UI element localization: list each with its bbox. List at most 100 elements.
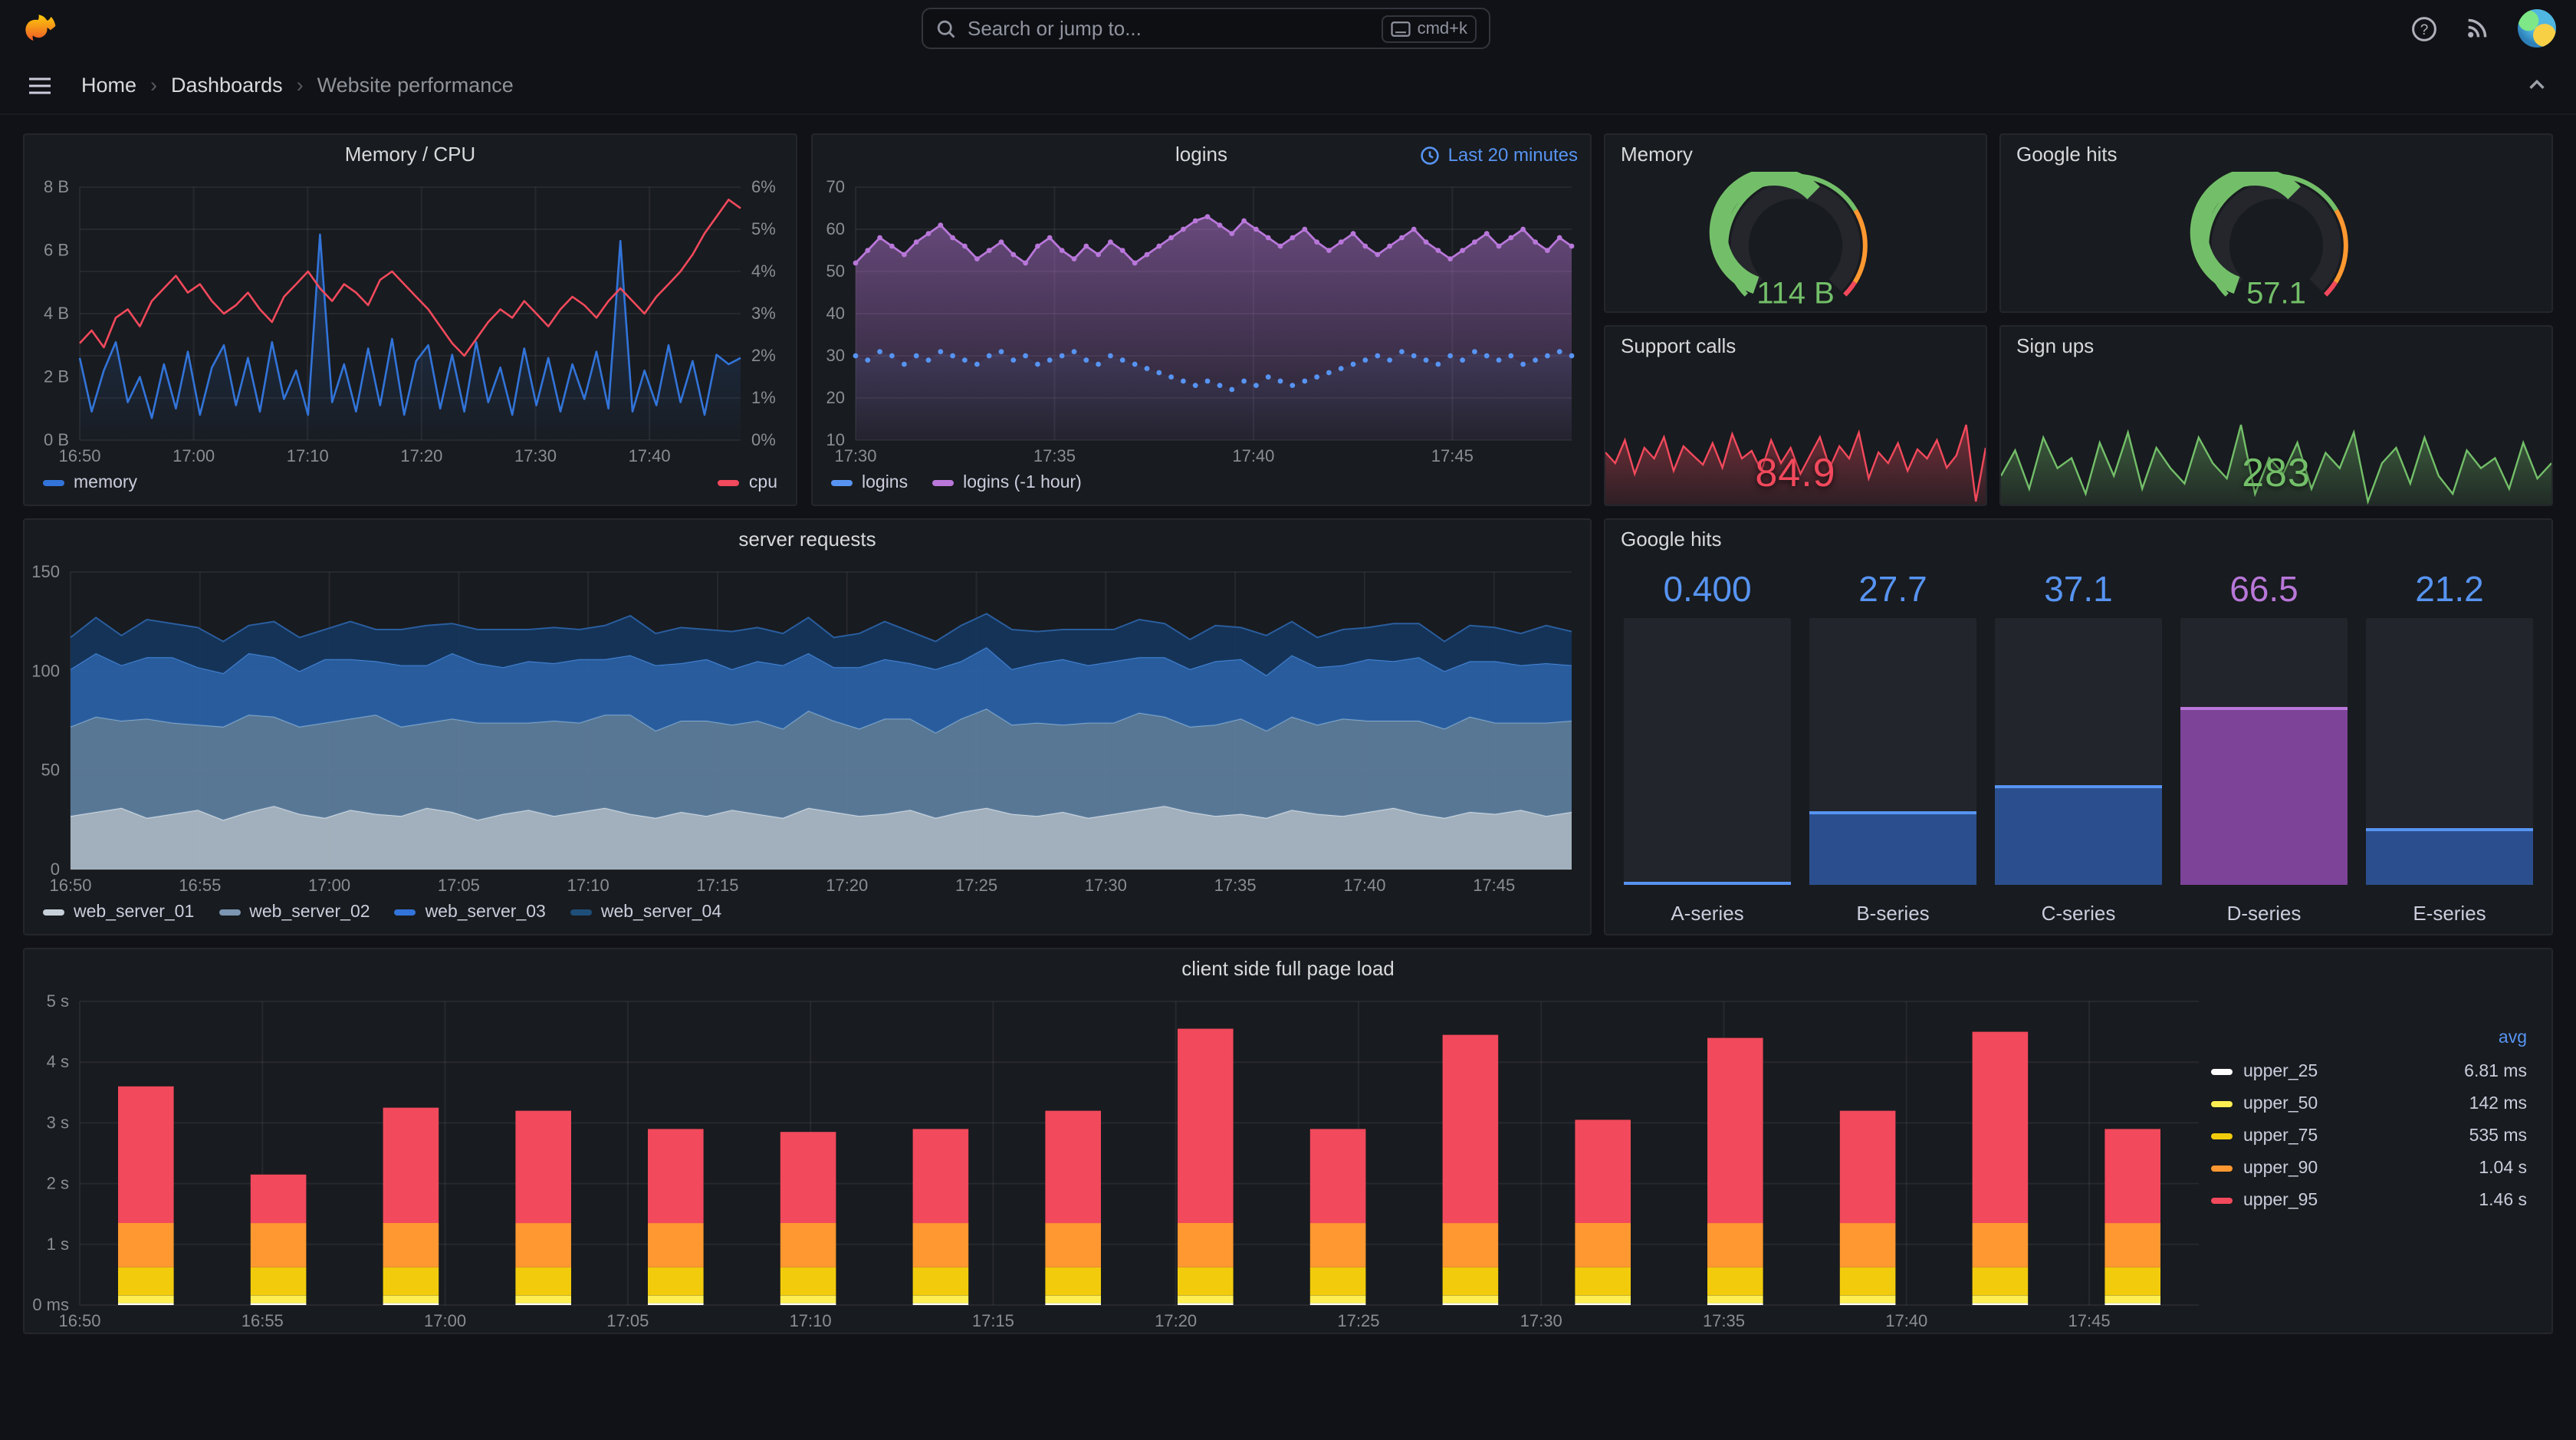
legend-header-avg[interactable]: avg — [2498, 1029, 2527, 1047]
legend-label: logins — [862, 473, 909, 492]
breadcrumb-separator: › — [150, 74, 158, 97]
svg-text:17:40: 17:40 — [1343, 876, 1385, 895]
panel-title-sign-ups[interactable]: Sign ups — [2016, 334, 2095, 357]
svg-text:17:25: 17:25 — [955, 876, 997, 895]
svg-text:57.1: 57.1 — [2246, 277, 2306, 311]
svg-text:4%: 4% — [751, 261, 776, 281]
legend-swatch — [43, 909, 64, 915]
grafana-logo[interactable] — [20, 8, 61, 49]
legend-value: 1.46 s — [2479, 1191, 2527, 1209]
legend-swatch — [43, 479, 64, 485]
breadcrumb-home[interactable]: Home — [81, 74, 137, 97]
bar-gauge-track — [1995, 618, 2162, 885]
legend-item[interactable]: web_server_01 — [43, 902, 194, 921]
bar-gauge-value: 66.5 — [2229, 569, 2298, 609]
svg-text:17:25: 17:25 — [1337, 1311, 1379, 1330]
legend-swatch — [394, 909, 416, 915]
google-hits-gauge[interactable]: 57.1 — [2001, 172, 2551, 311]
panel-title-server-requests[interactable]: server requests — [738, 528, 876, 551]
support-calls-stat[interactable]: 84.9 — [1605, 363, 1987, 505]
legend-item[interactable]: web_server_02 — [219, 902, 370, 921]
svg-text:17:45: 17:45 — [1473, 876, 1515, 895]
svg-text:16:50: 16:50 — [58, 446, 100, 465]
svg-text:17:45: 17:45 — [1431, 446, 1474, 465]
legend-item[interactable]: upper_50 142 ms — [2211, 1087, 2527, 1119]
server-requests-chart[interactable]: 16:50 16:55 17:00 17:05 17:10 17:15 17:20 17:25… — [25, 560, 1590, 897]
panel-server-requests: server requests 16:50 16:55 17:00 17:05 17:1… — [23, 518, 1592, 935]
svg-text:17:15: 17:15 — [696, 876, 738, 895]
client-page-load-legend: avg upper_25 6.81 ms upper_50 142 ms upper_75… — [2211, 989, 2551, 1333]
user-avatar[interactable] — [2518, 9, 2556, 48]
svg-text:0 ms: 0 ms — [32, 1295, 69, 1314]
legend-item[interactable]: logins (-1 hour) — [932, 473, 1082, 492]
svg-text:17:30: 17:30 — [1085, 876, 1127, 895]
bar-gauge-track — [1809, 618, 1976, 885]
collapse-chevron-icon[interactable] — [2519, 68, 2553, 102]
legend-item[interactable]: logins — [831, 473, 908, 492]
panel-title-google-hits[interactable]: Google hits — [2016, 143, 2118, 166]
svg-text:60: 60 — [826, 219, 845, 238]
bar-gauge-label[interactable]: B-series — [1856, 902, 1930, 925]
legend-item[interactable]: memory — [43, 473, 137, 492]
clock-icon — [1421, 146, 1440, 164]
support-calls-sparkline — [1605, 422, 1987, 505]
client-page-load-chart[interactable]: 16:50 16:55 17:00 17:05 17:10 17:15 17:20 17:25… — [25, 989, 2211, 1333]
bar-gauge-label[interactable]: A-series — [1671, 902, 1744, 925]
legend-label: web_server_03 — [425, 902, 546, 921]
news-rss-icon[interactable] — [2464, 15, 2492, 42]
logins-chart[interactable]: 17:30 17:35 17:40 17:45 70 60 50 40 30 20 10 — [813, 175, 1590, 468]
bar-gauge-fill — [2366, 828, 2533, 885]
google-hits-bar-gauge[interactable]: 0.400 A-series 27.7 B-series 37.1 C-series 66.… — [1605, 557, 2551, 934]
memory-cpu-chart[interactable]: 16:50 17:00 17:10 17:20 17:30 17:40 8 B 6 B 4 B 2… — [25, 175, 796, 468]
panel-title-client-load[interactable]: client side full page load — [1181, 957, 1395, 980]
legend-swatch — [932, 479, 955, 485]
bar-gauge-label[interactable]: C-series — [2041, 902, 2116, 925]
support-calls-value: 84.9 — [1755, 449, 1836, 495]
legend-swatch — [570, 909, 592, 915]
time-range-badge[interactable]: Last 20 minutes — [1421, 135, 1578, 175]
sign-ups-sparkline — [1999, 422, 2552, 505]
search-input[interactable]: Search or jump to... cmd+k — [922, 8, 1490, 49]
bar-gauge-label[interactable]: E-series — [2413, 902, 2486, 925]
panel-title-support-calls[interactable]: Support calls — [1621, 334, 1737, 357]
panel-logins: logins Last 20 minutes 17:30 17:35 17:40 17… — [811, 133, 1592, 506]
sign-ups-stat[interactable]: 283 — [1999, 363, 2552, 505]
svg-text:5%: 5% — [751, 219, 776, 238]
memory-gauge[interactable]: 114 B — [1605, 172, 1986, 311]
panel-title-memory[interactable]: Memory — [1621, 143, 1693, 166]
legend-item[interactable]: cpu — [718, 473, 777, 492]
menu-toggle-icon[interactable] — [23, 68, 57, 102]
svg-text:20: 20 — [826, 388, 845, 407]
svg-text:6 B: 6 B — [44, 241, 69, 260]
breadcrumb-dashboards[interactable]: Dashboards — [171, 74, 283, 97]
svg-text:1 s: 1 s — [47, 1235, 69, 1254]
bar-gauge-column: 37.1 C-series — [1995, 569, 2162, 925]
legend-value: 535 ms — [2469, 1126, 2527, 1145]
legend-item[interactable]: upper_25 6.81 ms — [2211, 1055, 2527, 1087]
svg-text:150: 150 — [31, 562, 60, 581]
svg-text:16:50: 16:50 — [58, 1311, 100, 1330]
bar-gauge-label[interactable]: D-series — [2226, 902, 2302, 925]
legend-item[interactable]: upper_95 1.46 s — [2211, 1184, 2527, 1216]
dashboard-grid: Memory / CPU 16:50 17:00 17:10 17:20 17:30 17… — [0, 115, 2576, 1440]
panel-title-logins[interactable]: logins — [1175, 143, 1227, 166]
help-icon[interactable]: ? — [2410, 15, 2438, 42]
panel-memory-gauge: Memory 114 B — [1604, 133, 1987, 313]
svg-text:1%: 1% — [751, 388, 776, 407]
legend-item[interactable]: upper_75 535 ms — [2211, 1119, 2527, 1152]
svg-text:100: 100 — [31, 661, 60, 680]
breadcrumb-current: Website performance — [317, 74, 514, 97]
legend-swatch — [2211, 1197, 2233, 1203]
panel-title-google-hits-bars[interactable]: Google hits — [1621, 528, 1722, 551]
legend-item[interactable]: web_server_03 — [394, 902, 546, 921]
legend-item[interactable]: web_server_04 — [570, 902, 721, 921]
svg-text:4 s: 4 s — [47, 1052, 69, 1071]
svg-text:17:00: 17:00 — [172, 446, 215, 465]
legend-swatch — [2211, 1133, 2233, 1139]
svg-text:17:20: 17:20 — [1155, 1311, 1197, 1330]
bar-gauge-track — [2180, 618, 2348, 885]
svg-text:114 B: 114 B — [1756, 277, 1835, 311]
panel-title-memory-cpu[interactable]: Memory / CPU — [344, 143, 476, 166]
svg-text:16:55: 16:55 — [179, 876, 221, 895]
legend-item[interactable]: upper_90 1.04 s — [2211, 1152, 2527, 1184]
